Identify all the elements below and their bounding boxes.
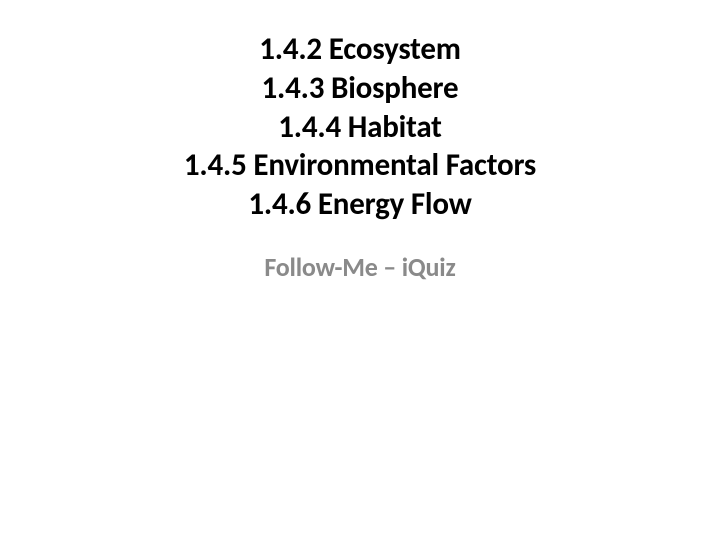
title-block: 1.4.2 Ecosystem 1.4.3 Biosphere 1.4.4 Ha… xyxy=(0,30,720,224)
slide: 1.4.2 Ecosystem 1.4.3 Biosphere 1.4.4 Ha… xyxy=(0,0,720,540)
title-line-4: 1.4.5 Environmental Factors xyxy=(0,146,720,185)
title-line-2: 1.4.3 Biosphere xyxy=(0,69,720,108)
title-line-3: 1.4.4 Habitat xyxy=(0,108,720,147)
title-line-1: 1.4.2 Ecosystem xyxy=(0,30,720,69)
subtitle-block: Follow-Me – iQuiz xyxy=(0,251,720,283)
subtitle-text: Follow-Me – iQuiz xyxy=(0,251,720,283)
title-line-5: 1.4.6 Energy Flow xyxy=(0,185,720,224)
